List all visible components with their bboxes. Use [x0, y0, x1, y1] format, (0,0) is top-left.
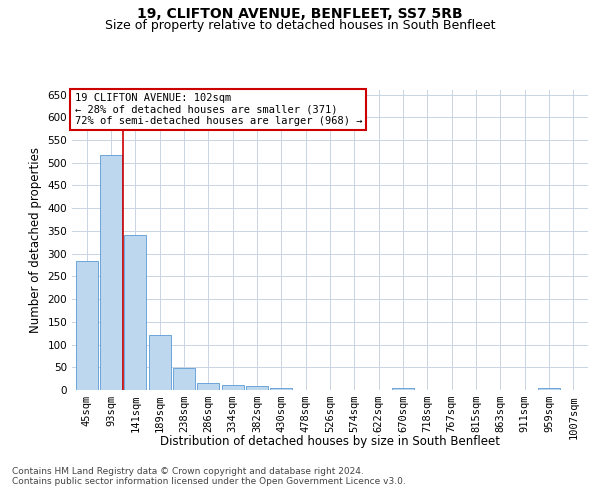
Bar [100, 154, 122, 390]
Text: Contains public sector information licensed under the Open Government Licence v3: Contains public sector information licen… [12, 477, 406, 486]
Bar [221, 385, 244, 390]
Text: Distribution of detached houses by size in South Benfleet: Distribution of detached houses by size … [160, 435, 500, 448]
Y-axis label: Number of detached properties: Number of detached properties [29, 147, 42, 333]
Bar [124, 236, 146, 390]
Text: 19, CLIFTON AVENUE, BENFLEET, SS7 5RB: 19, CLIFTON AVENUE, BENFLEET, SS7 5RB [137, 8, 463, 22]
Bar [246, 386, 268, 390]
Text: Size of property relative to detached houses in South Benfleet: Size of property relative to detached ho… [105, 18, 495, 32]
Bar [173, 368, 195, 390]
Bar [76, 261, 98, 390]
Text: Contains HM Land Registry data © Crown copyright and database right 2024.: Contains HM Land Registry data © Crown c… [12, 467, 364, 476]
Text: 19 CLIFTON AVENUE: 102sqm
← 28% of detached houses are smaller (371)
72% of semi: 19 CLIFTON AVENUE: 102sqm ← 28% of detac… [74, 93, 362, 126]
Bar [271, 388, 292, 390]
Bar [197, 382, 219, 390]
Bar [392, 388, 414, 390]
Bar [149, 336, 170, 390]
Bar [538, 388, 560, 390]
